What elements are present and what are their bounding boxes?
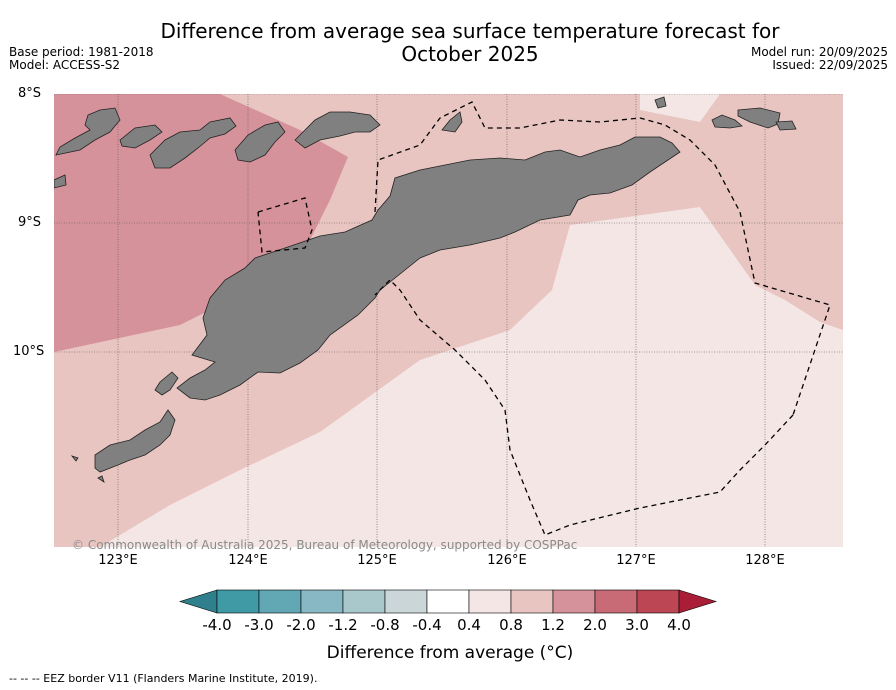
island-small-1 — [441, 111, 463, 133]
colorbar-tick-label: -2.0 — [286, 616, 316, 634]
eez-oecusse — [257, 197, 313, 253]
colorbar — [178, 589, 718, 614]
colorbar-over-arrow — [678, 589, 718, 614]
colorbar-segment — [510, 589, 554, 614]
lon-label-126e: 126°E — [487, 553, 527, 568]
issued-date: Issued: 22/09/2025 — [772, 58, 888, 72]
colorbar-segment — [468, 589, 512, 614]
island-atauro — [234, 121, 286, 163]
colorbar-segment — [216, 589, 260, 614]
alor-islands — [55, 107, 121, 156]
lon-label-128e: 128°E — [745, 553, 785, 568]
meta-left: Base period: 1981-2018 Model: ACCESS-S2 — [9, 46, 154, 72]
lon-label-124e: 124°E — [228, 553, 268, 568]
lon-label-125e: 125°E — [357, 553, 397, 568]
model-run: Model run: 20/09/2025 — [750, 45, 888, 59]
colorbar-segment — [426, 589, 470, 614]
island-wetar — [294, 111, 381, 149]
colorbar-tick-label: -3.0 — [244, 616, 274, 634]
island-tiny-3 — [54, 174, 67, 189]
title-line-1: Difference from average sea surface temp… — [160, 19, 780, 43]
colorbar-tick-label: -0.4 — [412, 616, 442, 634]
colorbar-segment — [300, 589, 344, 614]
eez-legend-note: -- -- -- EEZ border V11 (Flanders Marine… — [9, 672, 318, 685]
island-pantar — [119, 124, 163, 149]
colorbar-tick-label: 3.0 — [625, 616, 649, 634]
island-alor — [149, 117, 237, 169]
lon-label-123e: 123°E — [98, 553, 138, 568]
lat-label-10s: 10°S — [13, 344, 45, 359]
island-moa — [775, 120, 797, 131]
eez-north — [374, 101, 831, 416]
island-roti — [154, 371, 179, 396]
colorbar-segment — [636, 589, 680, 614]
colorbar-label: Difference from average (°C) — [326, 643, 574, 663]
model-name: Model: ACCESS-S2 — [9, 58, 121, 72]
island-small-2 — [654, 96, 667, 109]
colorbar-tick-label: -0.8 — [370, 616, 400, 634]
island-sawu — [94, 409, 176, 473]
colorbar-segment — [342, 589, 386, 614]
island-tiny-2 — [97, 475, 105, 483]
map-area — [54, 94, 843, 547]
colorbar-tick-label: 0.4 — [457, 616, 481, 634]
base-period: Base period: 1981-2018 — [9, 45, 154, 59]
lon-label-127e: 127°E — [616, 553, 656, 568]
copyright-notice: © Commonwealth of Australia 2025, Bureau… — [72, 538, 578, 552]
anomaly-band-1-2 — [54, 94, 348, 352]
island-leti — [737, 107, 781, 129]
colorbar-tick-label: 0.8 — [499, 616, 523, 634]
eez-border — [257, 101, 831, 536]
land-masses — [54, 96, 797, 483]
colorbar-segment — [594, 589, 638, 614]
colorbar-tick-label: 1.2 — [541, 616, 565, 634]
lat-label-9s: 9°S — [18, 215, 42, 230]
eez-south — [374, 279, 794, 536]
island-babar — [711, 114, 743, 129]
title-line-2: October 2025 — [401, 42, 539, 66]
colorbar-tick-label: 2.0 — [583, 616, 607, 634]
island-tiny — [70, 455, 79, 462]
lat-label-8s: 8°S — [18, 86, 42, 101]
colorbar-segment — [552, 589, 596, 614]
colorbar-tick-label: 4.0 — [667, 616, 691, 634]
colorbar-tick-label: -1.2 — [328, 616, 358, 634]
colorbar-segment — [258, 589, 302, 614]
colorbar-tick-label: -4.0 — [202, 616, 232, 634]
page-title: Difference from average sea surface temp… — [120, 20, 820, 66]
meta-right: Model run: 20/09/2025 Issued: 22/09/2025 — [751, 46, 888, 72]
colorbar-segment — [384, 589, 428, 614]
timor-island — [176, 136, 681, 401]
colorbar-under-arrow — [178, 589, 218, 614]
